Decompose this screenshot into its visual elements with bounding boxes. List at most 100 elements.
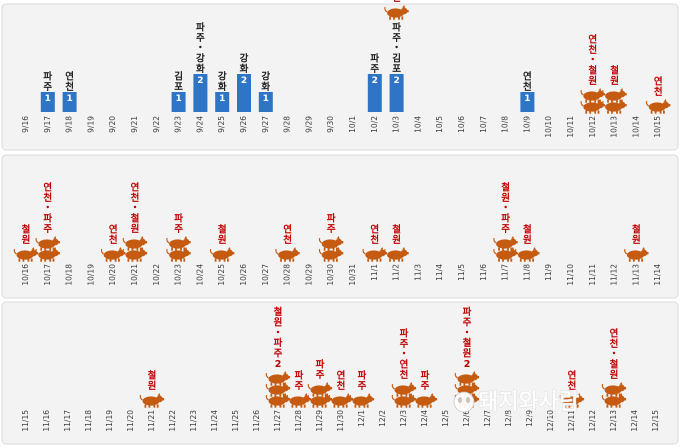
panel-background (1, 301, 679, 445)
svg-text:원: 원 (632, 234, 641, 246)
svg-text:주: 주 (392, 33, 401, 44)
svg-text:철: 철 (148, 370, 157, 382)
bar-value-label: 1 (219, 94, 225, 104)
svg-text:철: 철 (463, 337, 472, 349)
x-tick-label: 12/1 (357, 410, 366, 427)
x-tick-label: 12/9 (525, 410, 534, 427)
x-tick-label: 9/21 (130, 116, 139, 133)
bar-region-label: 화강 (218, 71, 227, 93)
pig-marker (275, 247, 300, 262)
x-tick-label: 11/11 (588, 264, 597, 286)
svg-text:주: 주 (463, 317, 472, 328)
pig-marker (307, 382, 333, 397)
bar (367, 74, 382, 112)
pig-region-label: 주파 (174, 213, 183, 235)
x-tick-label: 11/16 (42, 410, 51, 432)
pig-region-label: 주파 (295, 370, 304, 392)
pig-marker (493, 247, 518, 262)
svg-text:・: ・ (609, 349, 619, 360)
svg-text:주: 주 (421, 381, 430, 392)
svg-text:천: 천 (568, 381, 577, 392)
svg-text:2: 2 (275, 359, 282, 370)
svg-text:철: 철 (22, 224, 31, 236)
x-tick-label: 11/17 (63, 410, 72, 432)
svg-text:천: 천 (109, 235, 118, 246)
svg-text:원: 원 (501, 192, 510, 204)
pig-marker (580, 88, 605, 103)
x-tick-label: 9/30 (326, 116, 335, 133)
x-tick-label: 10/9 (522, 116, 531, 133)
x-tick-label: 11/26 (252, 410, 261, 432)
svg-text:연: 연 (43, 182, 52, 193)
x-tick-label: 11/3 (413, 264, 422, 281)
x-tick-label: 11/9 (544, 264, 553, 281)
x-tick-label: 10/3 (392, 116, 401, 133)
x-tick-label: 12/2 (378, 410, 387, 427)
pig-marker (602, 99, 627, 114)
svg-text:주: 주 (370, 64, 379, 75)
x-tick-label: 11/14 (653, 264, 662, 286)
svg-text:화: 화 (196, 63, 205, 75)
svg-text:・: ・ (462, 328, 472, 339)
svg-text:주: 주 (316, 370, 325, 381)
bar-value-label: 1 (175, 94, 181, 104)
x-tick-label: 9/27 (261, 116, 270, 133)
svg-text:강: 강 (196, 53, 205, 65)
x-tick-label: 10/22 (152, 264, 161, 286)
x-tick-label: 11/28 (294, 410, 303, 432)
x-tick-label: 11/13 (631, 264, 640, 286)
pig-region-label: 원철・천연 (588, 34, 598, 87)
pig-marker (645, 99, 671, 114)
bar-value-label: 1 (263, 94, 269, 104)
pig-marker (122, 247, 148, 262)
x-tick-label: 11/30 (336, 410, 345, 432)
svg-text:파: 파 (463, 306, 472, 318)
x-tick-label: 9/20 (108, 116, 117, 133)
x-tick-label: 9/16 (21, 116, 30, 133)
pig-region-label: 천연 (654, 77, 663, 98)
svg-text:원: 원 (392, 234, 401, 246)
pig-region-label: 천연 (370, 225, 379, 246)
panel-2: 10/16 10/17 10/18 10/19 10/20 10/21 10/22 10/23… (1, 154, 679, 299)
watermark-pig-logo (453, 391, 475, 413)
x-tick-label: 10/1 (348, 116, 357, 133)
svg-text:주: 주 (295, 381, 304, 392)
svg-text:화: 화 (218, 81, 227, 93)
svg-text:연: 연 (337, 371, 346, 382)
svg-text:・: ・ (501, 203, 511, 214)
pig-region-label: 천연 (283, 225, 292, 246)
bar-region-label: 포김・주파 (392, 21, 402, 75)
x-tick-label: 10/4 (413, 116, 422, 133)
pig-region-label: 주파 (316, 359, 325, 381)
x-tick-label: 11/20 (126, 410, 135, 432)
pig-marker (454, 371, 480, 386)
svg-text:주: 주 (501, 224, 510, 235)
x-tick-label: 12/8 (504, 410, 513, 427)
svg-text:주: 주 (43, 82, 52, 93)
bar (237, 74, 251, 112)
panel-background (1, 3, 679, 151)
x-tick-label: 9/28 (283, 116, 292, 133)
x-tick-label: 10/12 (588, 116, 597, 138)
svg-text:・: ・ (392, 43, 402, 54)
x-tick-label: 10/28 (283, 264, 292, 286)
bar-value-label: 1 (66, 94, 72, 104)
pig-marker (35, 236, 60, 251)
svg-text:파: 파 (196, 21, 205, 33)
svg-text:철: 철 (610, 65, 619, 77)
svg-text:원: 원 (148, 380, 157, 392)
svg-text:연: 연 (610, 328, 619, 339)
svg-text:천: 천 (523, 82, 532, 93)
svg-text:강: 강 (240, 53, 249, 65)
svg-text:파: 파 (421, 370, 430, 382)
svg-text:철: 철 (501, 181, 510, 193)
x-tick-label: 11/22 (168, 410, 177, 432)
pig-region-label: 천연 (568, 371, 577, 392)
x-tick-label: 10/21 (130, 264, 139, 286)
svg-text:강: 강 (218, 71, 227, 83)
bar (62, 92, 77, 112)
pig-marker (384, 5, 409, 20)
pig-marker (601, 393, 627, 408)
